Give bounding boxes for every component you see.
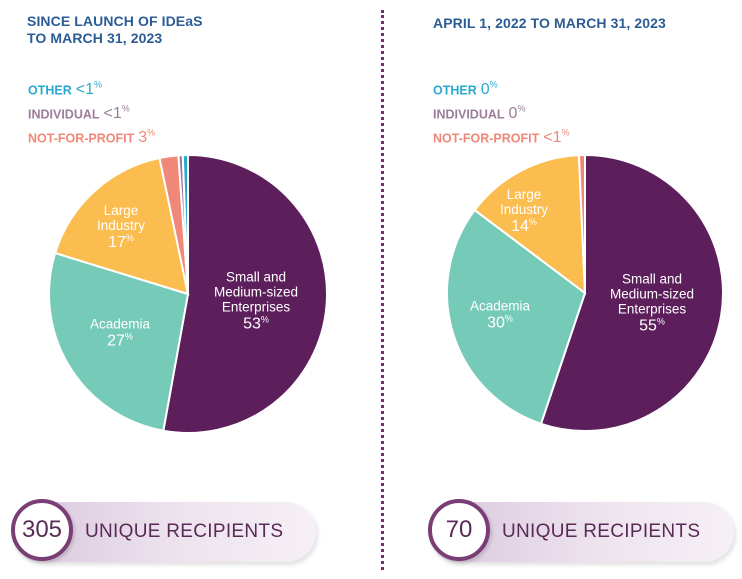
pie-slice	[181, 153, 189, 295]
slice-label-text: Academia	[90, 317, 151, 332]
recipient-count: 70	[428, 499, 490, 561]
slice-label-text: Large	[507, 187, 542, 202]
slice-percent: 17%	[108, 233, 134, 251]
legend-label: OTHER	[28, 83, 72, 98]
legend-individual: INDIVIDUAL 0%	[433, 104, 525, 123]
legend-label: INDIVIDUAL	[433, 107, 505, 122]
pie-slice	[577, 153, 586, 294]
slice-label-text: Academia	[470, 299, 531, 314]
legend-label: NOT-FOR-PROFIT	[433, 131, 540, 146]
legend-value: 0	[508, 105, 518, 123]
legend-value: <1	[543, 129, 562, 147]
legend-unit: %	[121, 104, 130, 114]
slice-label-text: Large	[104, 203, 139, 218]
legend-individual: INDIVIDUAL <1%	[28, 104, 130, 123]
slice-percent: 53%	[243, 315, 269, 333]
pie-slice	[473, 154, 587, 296]
legend-value: 0	[480, 81, 490, 99]
recipient-count-label: UNIQUE RECIPIENTS	[502, 521, 701, 542]
slice-percent: 30%	[487, 314, 513, 332]
legend-label: NOT-FOR-PROFIT	[28, 131, 135, 146]
pie-slice	[162, 153, 328, 434]
legend-other: OTHER 0%	[433, 80, 498, 99]
slice-percent: 27%	[107, 332, 133, 350]
pie-slice	[539, 153, 724, 432]
chart-title-line: TO MARCH 31, 2023	[27, 30, 163, 46]
legend-value: 3	[138, 129, 148, 147]
chart-title-line: APRIL 1, 2022 TO MARCH 31, 2023	[433, 15, 666, 31]
slice-label-text: Small and	[622, 272, 682, 287]
legend-value: <1	[75, 81, 94, 99]
recipient-count: 305	[11, 499, 73, 561]
panel-divider	[381, 10, 384, 570]
legend-unit: %	[489, 80, 498, 90]
slice-label-text: Enterprises	[618, 302, 687, 317]
panel-fiscal-year: APRIL 1, 2022 TO MARCH 31, 2023 OTHER 0% …	[371, 0, 742, 579]
pie-slice	[446, 208, 587, 426]
chart-title: APRIL 1, 2022 TO MARCH 31, 2023	[433, 15, 666, 32]
legend-not-for-profit: NOT-FOR-PROFIT <1%	[433, 128, 570, 147]
slice-label-text: Medium-sized	[610, 287, 694, 302]
legend-unit: %	[561, 128, 570, 138]
pie-slice	[53, 156, 190, 296]
slice-label-text: Enterprises	[222, 300, 291, 315]
legend-label: OTHER	[433, 83, 477, 98]
legend-other: OTHER <1%	[28, 80, 102, 99]
legend-unit: %	[517, 104, 526, 114]
chart-title: SINCE LAUNCH OF IDEaS TO MARCH 31, 2023	[27, 13, 203, 47]
legend-value: <1	[103, 105, 122, 123]
panel-since-launch: SINCE LAUNCH OF IDEaS TO MARCH 31, 2023 …	[11, 13, 328, 562]
slice-label-text: Industry	[97, 218, 145, 233]
slice-percent: 55%	[639, 317, 665, 335]
legend-label: INDIVIDUAL	[28, 107, 100, 122]
recipient-count-label: UNIQUE RECIPIENTS	[85, 521, 284, 542]
slice-percent: 14%	[511, 217, 537, 235]
pie-slice	[48, 251, 190, 432]
legend-unit: %	[94, 80, 103, 90]
slice-label-text: Small and	[226, 270, 286, 285]
chart-title-line: SINCE LAUNCH OF IDEaS	[27, 13, 203, 29]
slice-label-text: Industry	[500, 202, 548, 217]
slice-label-text: Medium-sized	[214, 285, 298, 300]
legend-unit: %	[147, 128, 156, 138]
legend-not-for-profit: NOT-FOR-PROFIT 3%	[28, 128, 155, 147]
